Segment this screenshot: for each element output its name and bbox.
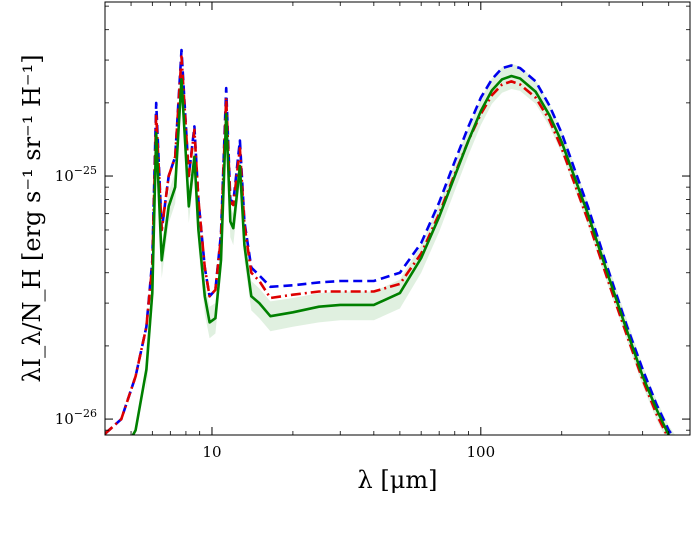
y-tick-label: 10−25 — [55, 164, 97, 185]
series-line-1 — [105, 48, 674, 435]
tick-layer: 10 100 10−25 10−26 — [55, 2, 691, 461]
y-tick-label: 10−26 — [55, 407, 97, 428]
plot-frame — [104, 1, 691, 436]
x-tick-label: 10 — [202, 443, 221, 461]
x-tick-label: 100 — [466, 443, 495, 461]
y-axis-title: λI_λ/N_H [erg s⁻¹ sr⁻¹ H⁻¹] — [18, 54, 46, 382]
series-line-3 — [131, 74, 671, 435]
x-axis-title: λ [μm] — [358, 466, 438, 494]
series-line-2 — [105, 55, 669, 435]
series-layer — [105, 48, 674, 435]
